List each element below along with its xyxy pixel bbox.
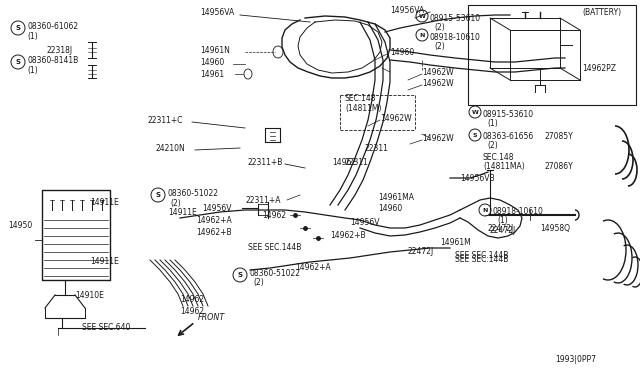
Text: 14956V: 14956V [350, 218, 380, 227]
Text: 1993|0PP7: 1993|0PP7 [555, 356, 596, 365]
Text: 24210N: 24210N [155, 144, 185, 153]
Text: 22311: 22311 [365, 144, 389, 153]
Text: 08360-51022: 08360-51022 [167, 189, 218, 198]
Text: (BATTERY): (BATTERY) [582, 7, 621, 16]
Text: SEE SEC.144B: SEE SEC.144B [455, 250, 508, 260]
Text: 14962W: 14962W [422, 67, 454, 77]
Text: 08918-10610: 08918-10610 [493, 206, 544, 215]
Text: 14962W: 14962W [380, 113, 412, 122]
Text: S: S [15, 25, 20, 31]
Text: (2): (2) [170, 199, 180, 208]
Text: 14956VA: 14956VA [390, 6, 424, 15]
Text: 14911E: 14911E [90, 257, 119, 266]
Text: FRONT: FRONT [198, 314, 225, 323]
Text: 14962: 14962 [180, 295, 204, 305]
Text: S: S [156, 192, 161, 198]
Text: 22318J: 22318J [46, 45, 72, 55]
Text: 14962W: 14962W [422, 134, 454, 142]
Text: 14956VB: 14956VB [460, 173, 495, 183]
Text: 14911E: 14911E [90, 198, 119, 206]
Text: 14960: 14960 [390, 48, 414, 57]
Text: S: S [237, 272, 243, 278]
Text: W: W [419, 13, 426, 19]
Text: 14962W: 14962W [422, 78, 454, 87]
Text: N: N [483, 208, 488, 212]
Text: 14961M: 14961M [440, 237, 471, 247]
Text: (14811MA): (14811MA) [483, 161, 525, 170]
Text: 14962: 14962 [180, 308, 204, 317]
Text: 22472J: 22472J [408, 247, 435, 257]
Text: (2): (2) [487, 141, 498, 150]
Text: 08360-61062: 08360-61062 [27, 22, 78, 31]
Text: (1): (1) [487, 119, 498, 128]
Text: 14961MA: 14961MA [378, 192, 414, 202]
Text: (14811M): (14811M) [345, 103, 381, 112]
Text: 14962+B: 14962+B [330, 231, 365, 240]
Text: 14910E: 14910E [75, 291, 104, 299]
Text: 08363-61656: 08363-61656 [483, 131, 534, 141]
Text: SEE SEC.640: SEE SEC.640 [82, 323, 131, 331]
Text: SEC.148: SEC.148 [483, 153, 515, 161]
Text: 14960: 14960 [200, 58, 224, 67]
Text: SEE SEC.144B: SEE SEC.144B [248, 244, 301, 253]
Text: 22311+C: 22311+C [148, 115, 184, 125]
Text: 22311+B: 22311+B [248, 157, 284, 167]
Text: 22311+A: 22311+A [245, 196, 280, 205]
Text: (2): (2) [434, 42, 445, 51]
Text: 08360-8141B: 08360-8141B [27, 55, 78, 64]
Text: S: S [15, 59, 20, 65]
Text: 14961N: 14961N [200, 45, 230, 55]
Text: 22472J: 22472J [488, 224, 515, 232]
Text: N: N [419, 32, 425, 38]
Text: (2): (2) [253, 279, 264, 288]
Text: (1): (1) [27, 32, 38, 41]
Text: SEE SEC.144B: SEE SEC.144B [455, 256, 508, 264]
Text: 14962+A: 14962+A [295, 263, 331, 273]
Text: 27086Y: 27086Y [545, 161, 573, 170]
Text: (2): (2) [434, 22, 445, 32]
Text: 08915-53610: 08915-53610 [483, 109, 534, 119]
Text: W: W [472, 109, 479, 115]
Text: 14958Q: 14958Q [540, 224, 570, 232]
Text: 08360-51022: 08360-51022 [249, 269, 300, 278]
Text: 22311: 22311 [345, 157, 369, 167]
Text: 27085Y: 27085Y [545, 131, 573, 141]
Text: 14950: 14950 [8, 221, 32, 230]
Text: 14962+B: 14962+B [196, 228, 232, 237]
Text: SEC.148: SEC.148 [345, 93, 376, 103]
Text: 14962+A: 14962+A [196, 215, 232, 224]
Text: 14956V: 14956V [202, 203, 232, 212]
Bar [42, 190, 110, 280]
Text: 14962PZ: 14962PZ [582, 64, 616, 73]
Text: 14962: 14962 [262, 211, 286, 219]
Text: (1): (1) [497, 215, 508, 224]
Text: 14962: 14962 [332, 157, 356, 167]
Text: 08918-10610: 08918-10610 [430, 32, 481, 42]
Text: 22472J: 22472J [490, 225, 516, 234]
Text: 14956VA: 14956VA [200, 7, 234, 16]
Text: 14911E: 14911E [168, 208, 196, 217]
Text: (1): (1) [27, 65, 38, 74]
Text: 08915-53610: 08915-53610 [430, 13, 481, 22]
Bar [468, 5, 636, 105]
Text: 14961: 14961 [200, 70, 224, 78]
Text: S: S [473, 132, 477, 138]
Text: 14960: 14960 [378, 203, 403, 212]
